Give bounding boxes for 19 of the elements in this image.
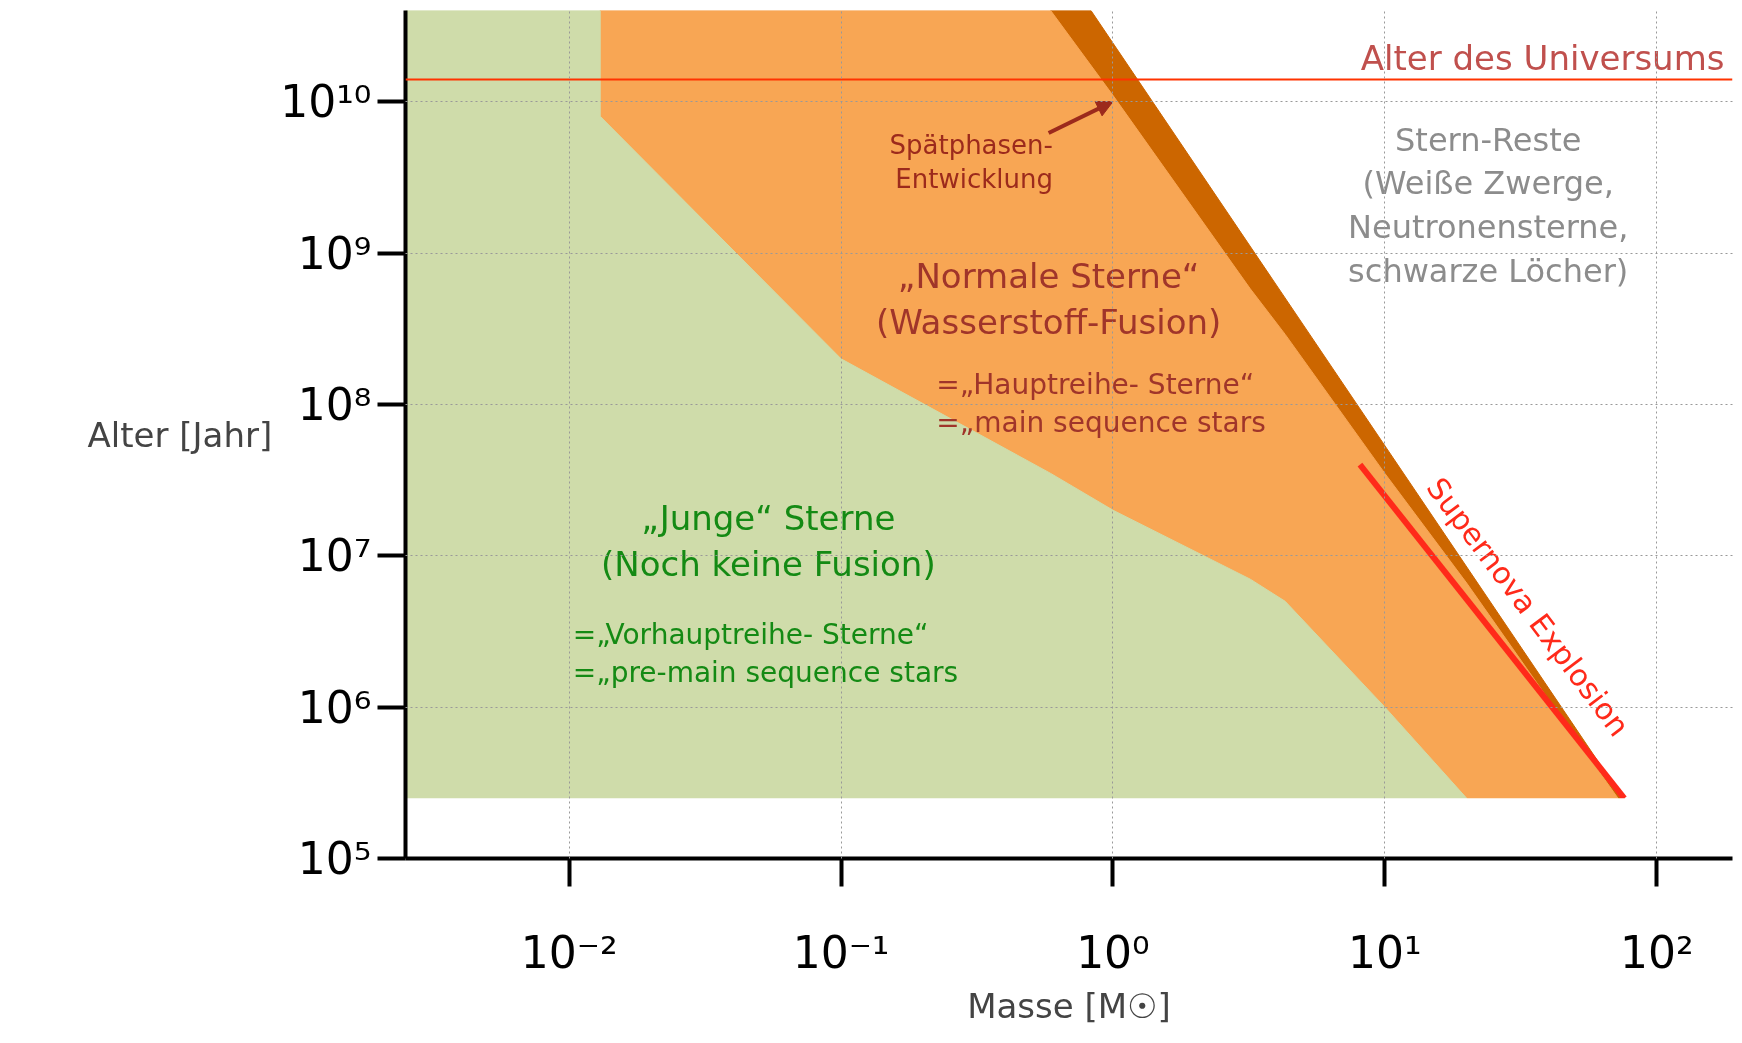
y-axis-title: Alter [Jahr] bbox=[87, 414, 273, 455]
x-tick-label: 10⁰ bbox=[1076, 926, 1150, 978]
x-axis-title: Masse [M☉] bbox=[967, 985, 1171, 1026]
x-tick-label: 10² bbox=[1619, 926, 1694, 978]
x-tick-label: 10¹ bbox=[1348, 926, 1422, 978]
y-tick-label: 10⁷ bbox=[297, 530, 372, 582]
y-tick-label: 10⁸ bbox=[297, 378, 372, 430]
x-tick-label: 10⁻¹ bbox=[792, 926, 890, 978]
ref-line-label: Alter des Universums bbox=[1360, 37, 1725, 78]
y-tick-label: 10⁵ bbox=[297, 833, 372, 884]
y-tick-label: 10⁹ bbox=[297, 227, 372, 279]
annotation: „Normale Sterne“ (Wasserstoff-Fusion) bbox=[875, 256, 1222, 343]
annotation: Stern-Reste (Weiße Zwerge, Neutronensterne, schwarze Löcher) bbox=[1348, 120, 1629, 290]
annotation: „Junge“ Sterne (Noch keine Fusion) bbox=[600, 498, 936, 585]
y-tick-label: 10⁶ bbox=[297, 681, 372, 733]
y-tick-label: 10¹⁰ bbox=[280, 76, 372, 128]
annotation: =„Vorhauptreihe- Sterne“ =„pre-main sequence stars bbox=[572, 617, 959, 689]
x-tick-label: 10⁻² bbox=[520, 926, 618, 978]
annotation: Spätphasen- Entwicklung bbox=[889, 129, 1053, 195]
